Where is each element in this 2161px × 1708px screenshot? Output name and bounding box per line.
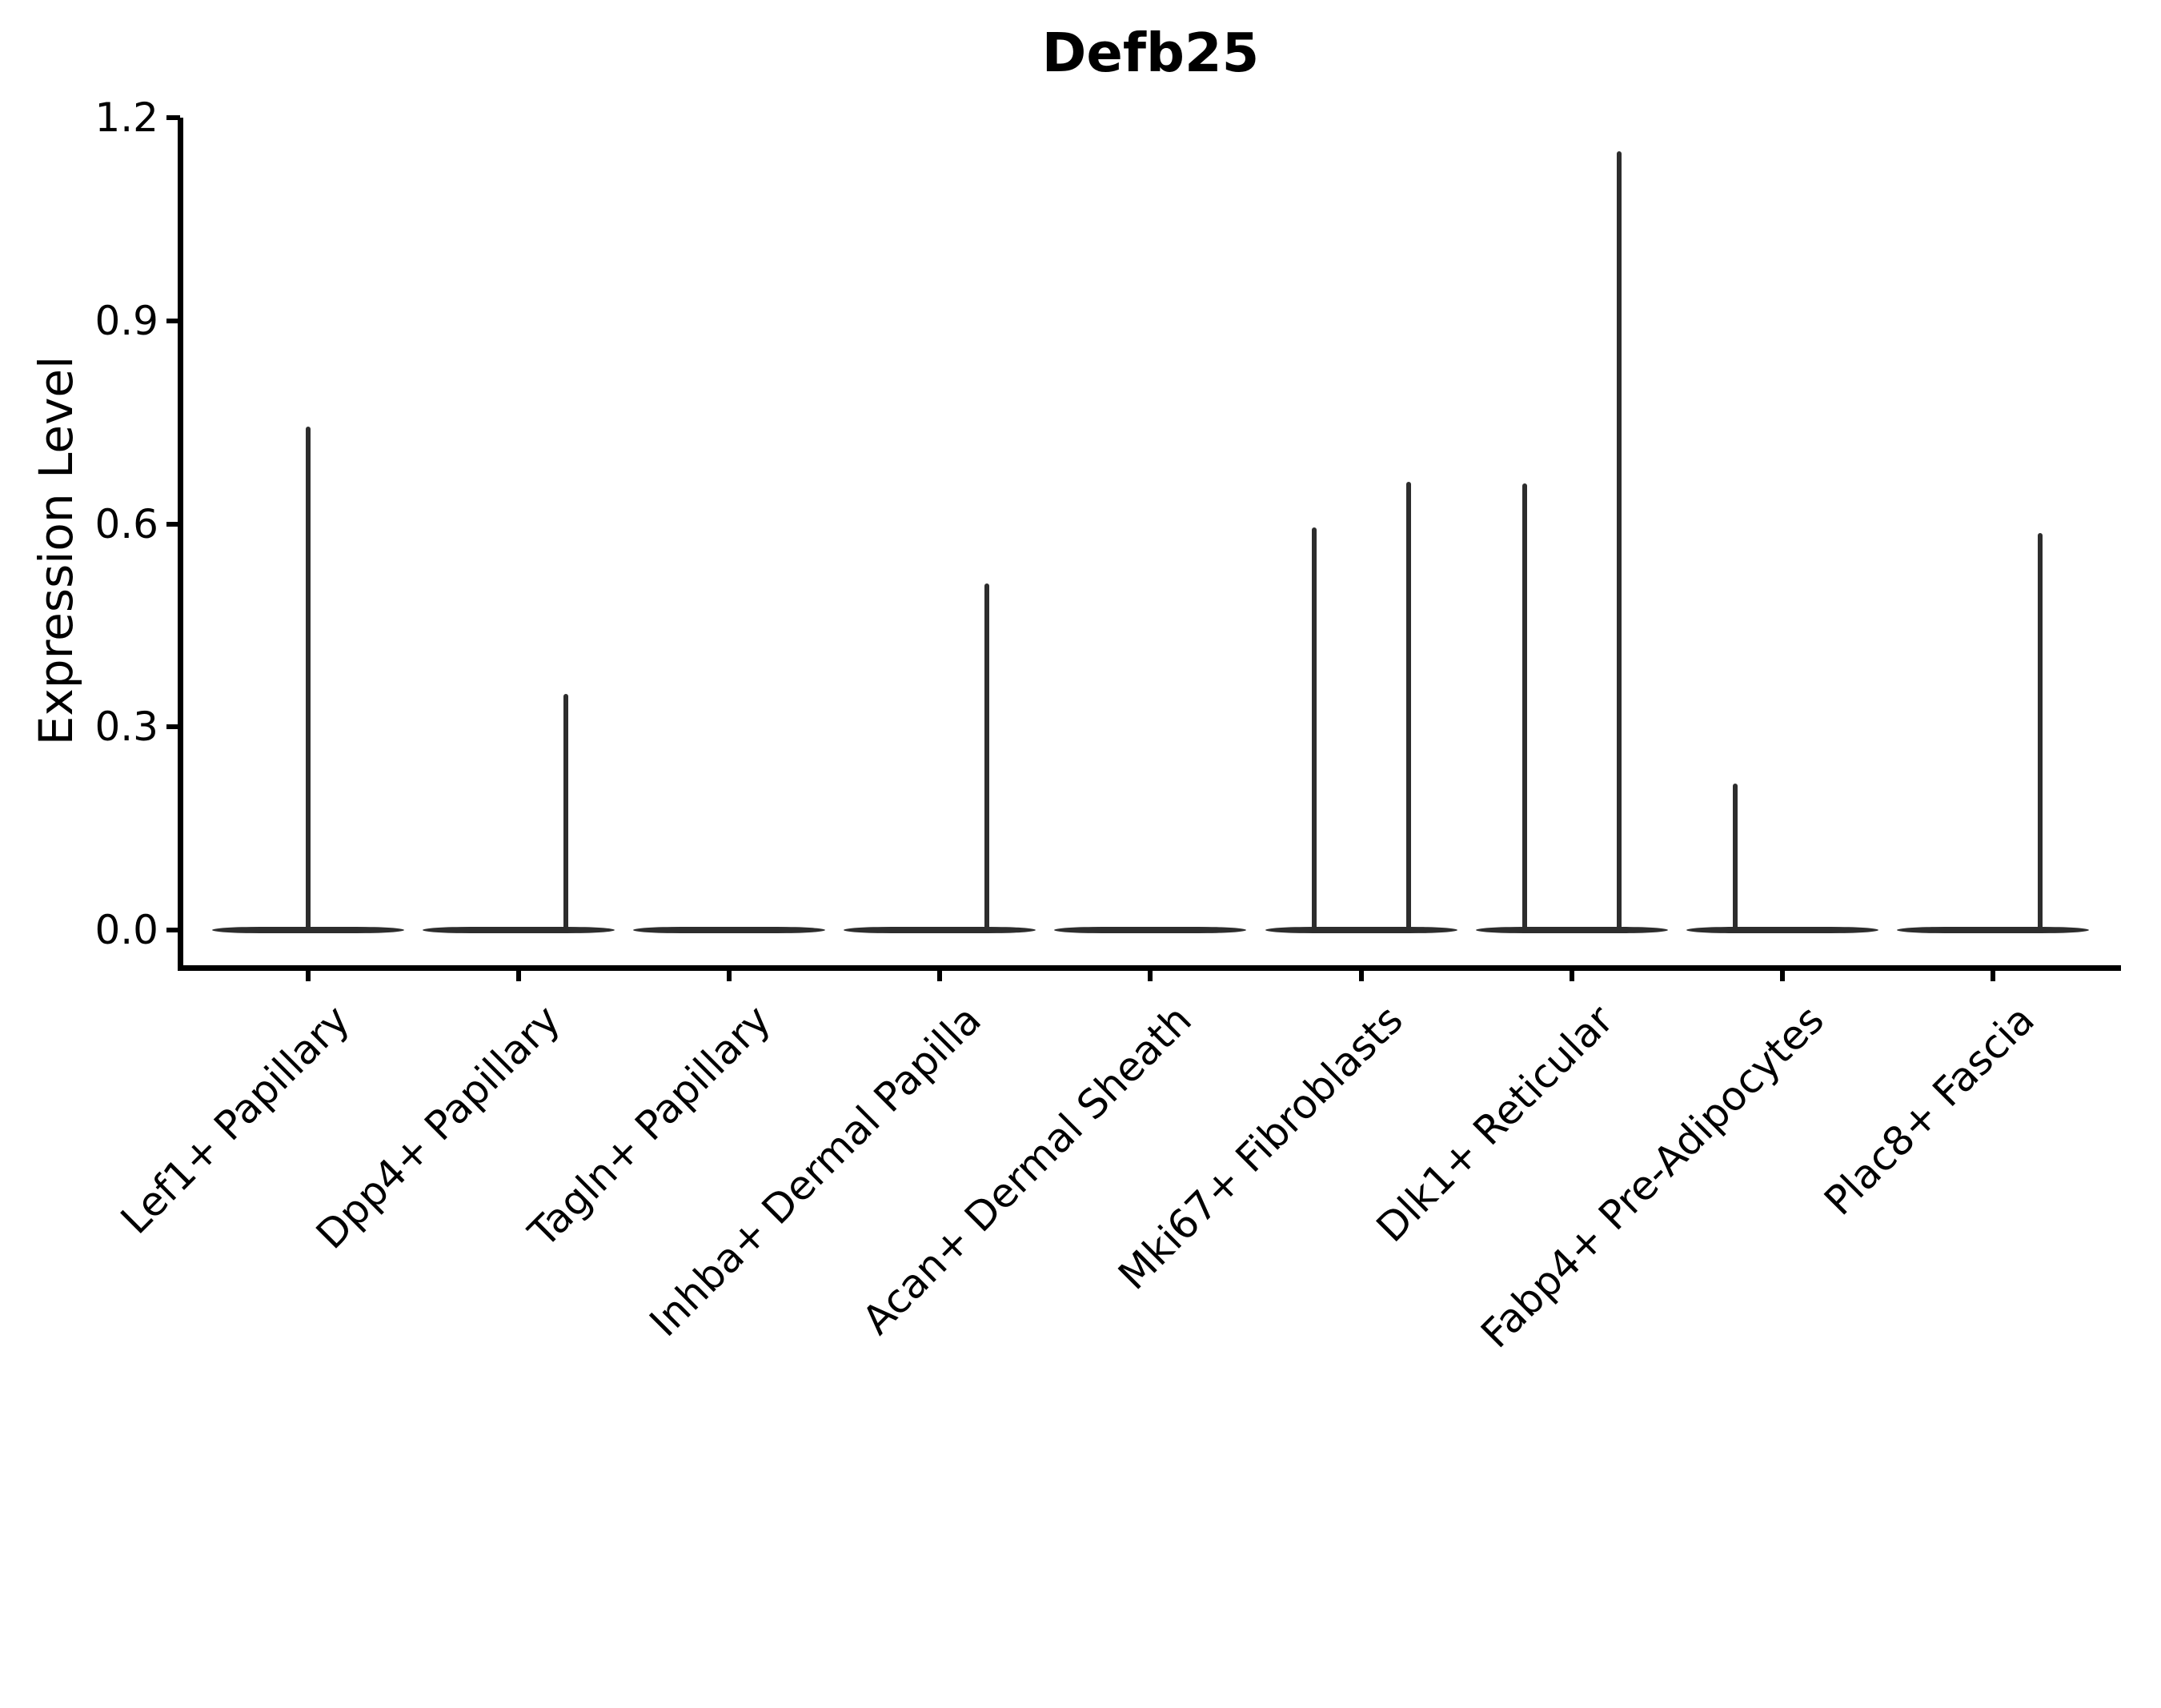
violin-spike (1522, 483, 1527, 933)
y-tick-label: 0.3 (94, 704, 158, 751)
x-tick-mark (937, 968, 943, 981)
violin-spike (1405, 482, 1411, 933)
y-tick-mark (166, 724, 180, 730)
x-tick-label: Fabp4+ Pre-Adipocytes (1472, 996, 1833, 1357)
y-tick-label: 0.6 (94, 500, 158, 547)
violin-body (633, 927, 826, 933)
violin-body (844, 927, 1036, 933)
violin-plot-figure: Defb25 Expression Level 0.0 0.3 0.6 0.9 1.2 L… (29, 22, 2121, 1357)
violin-spike (2037, 533, 2043, 933)
y-tick-label: 0.0 (94, 907, 158, 953)
violin-body (1265, 927, 1457, 933)
x-tick-mark (1990, 968, 1995, 981)
y-tick-mark (166, 521, 180, 527)
x-tick-mark (1358, 968, 1364, 981)
violin-body (1686, 927, 1878, 933)
violin-body (423, 927, 615, 933)
x-tick-label: Acan+ Dermal Sheath (853, 996, 1201, 1344)
x-tick-label: Dlk1+ Reticular (1367, 996, 1622, 1252)
x-tick-label: Inhba+ Dermal Papilla (640, 996, 991, 1346)
x-tick-mark (727, 968, 732, 981)
x-tick-mark (1148, 968, 1153, 981)
violin-spike (1311, 527, 1317, 933)
y-tick-label: 0.9 (94, 297, 158, 344)
y-tick-mark (166, 115, 180, 120)
violin-body (1896, 927, 2089, 933)
x-tick-mark (516, 968, 522, 981)
violin-spike (984, 583, 990, 933)
x-tick-mark (306, 968, 311, 981)
y-tick-mark (166, 318, 180, 323)
violin-body (1054, 927, 1247, 933)
violin-body (1475, 927, 1668, 933)
violin-spike (306, 426, 311, 933)
plot-title: Defb25 (1041, 22, 1260, 84)
x-tick-mark (1779, 968, 1785, 981)
x-tick-label: Dpp4+ Papillary (307, 996, 570, 1258)
x-tick-mark (1569, 968, 1574, 981)
y-tick-mark (166, 928, 180, 932)
x-tick-label: Tagln+ Papillary (519, 996, 780, 1257)
x-tick-label: Mki67+ Fibroblasts (1109, 996, 1412, 1299)
violin-spike (1616, 151, 1622, 933)
violin-spike (563, 693, 569, 933)
x-tick-label: Plac8+ Fascia (1814, 996, 2043, 1225)
violin-spike (1732, 784, 1738, 933)
y-axis-spine (177, 118, 183, 971)
y-tick-label: 1.2 (94, 94, 158, 141)
